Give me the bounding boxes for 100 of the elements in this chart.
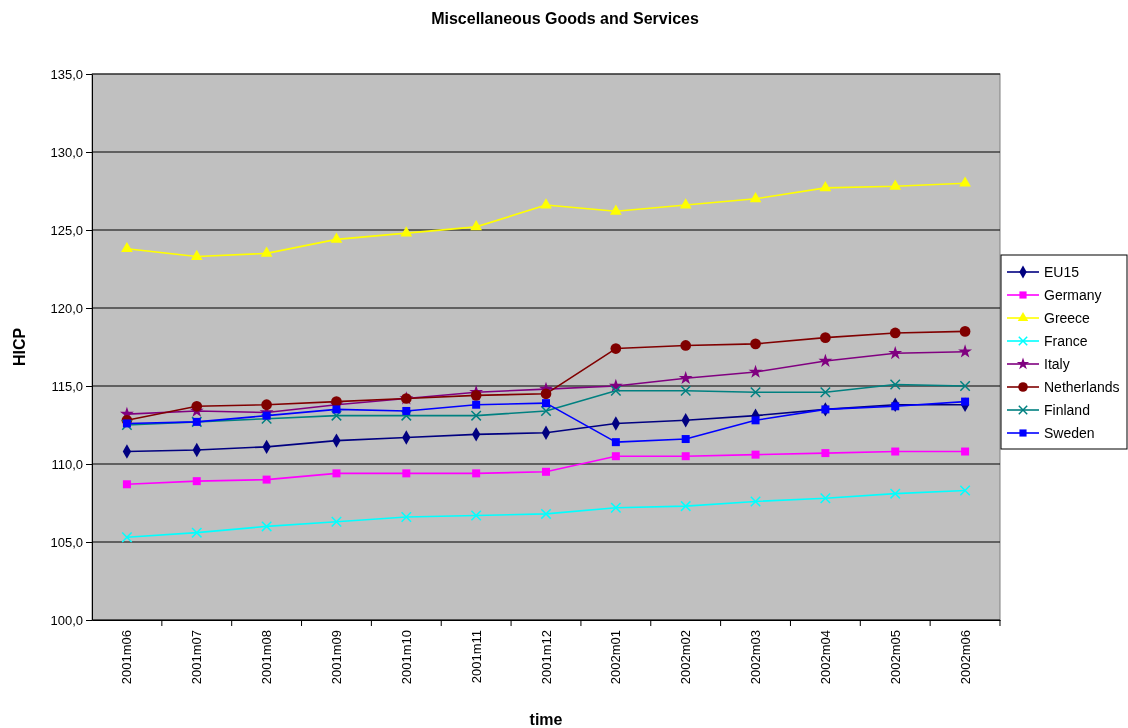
- point: [472, 469, 481, 478]
- y-tick-label: 120,0: [50, 300, 83, 316]
- x-tick-label: 2001m08: [259, 630, 275, 685]
- point: [681, 452, 690, 461]
- y-tick-label: 115,0: [51, 378, 83, 394]
- point: [610, 385, 622, 397]
- point: [611, 452, 620, 461]
- x-tick-label: 2002m01: [608, 630, 624, 685]
- point: [330, 516, 342, 528]
- legend-label: Germany: [1044, 286, 1102, 303]
- point: [750, 338, 761, 350]
- x-axis-title: time: [529, 711, 563, 728]
- y-tick-label: 100,0: [50, 612, 83, 628]
- point: [959, 176, 971, 187]
- point: [819, 386, 831, 398]
- point: [679, 198, 692, 209]
- point: [121, 241, 133, 253]
- x-tick-label: 2002m06: [957, 630, 973, 685]
- point: [680, 500, 692, 512]
- y-tick-label: 125,0: [50, 222, 83, 238]
- point: [748, 364, 763, 378]
- y-tick-label: 135,0: [50, 66, 83, 82]
- point: [819, 181, 832, 192]
- point: [540, 405, 552, 417]
- x-tick-label: 2002m04: [817, 630, 833, 685]
- point: [261, 520, 273, 532]
- point: [889, 179, 902, 190]
- point: [262, 411, 271, 420]
- x-tick-label: 2002m05: [887, 630, 903, 685]
- point: [332, 469, 341, 478]
- point: [470, 510, 482, 521]
- point: [818, 353, 833, 367]
- chart-title: Miscellaneous Goods and Services: [431, 10, 699, 27]
- point: [750, 386, 762, 398]
- point: [751, 450, 760, 459]
- x-tick-label: 2001m07: [189, 630, 205, 685]
- y-tick-label: 130,0: [50, 144, 83, 160]
- x-tick-label: 2001m09: [329, 630, 345, 685]
- point: [819, 492, 831, 504]
- point: [402, 406, 411, 415]
- point: [472, 400, 481, 409]
- x-tick-label: 2002m03: [748, 630, 764, 685]
- point: [470, 410, 482, 422]
- legend-label: Finland: [1044, 401, 1090, 418]
- point: [542, 467, 550, 476]
- point: [749, 192, 762, 203]
- point: [821, 449, 830, 458]
- x-tick-label: 2001m06: [119, 630, 135, 685]
- point: [891, 402, 900, 411]
- point: [610, 502, 622, 514]
- point: [330, 232, 343, 243]
- point: [540, 508, 552, 520]
- point: [958, 344, 973, 358]
- point: [542, 399, 550, 408]
- point: [192, 477, 201, 486]
- x-tick-label: 2002m02: [678, 630, 694, 685]
- x-tick-label: 2001m10: [398, 630, 414, 685]
- legend-label: Sweden: [1044, 424, 1095, 441]
- point: [889, 378, 901, 390]
- point: [751, 416, 760, 425]
- legend-label: France: [1044, 332, 1088, 349]
- point: [332, 405, 341, 414]
- point: [889, 488, 901, 500]
- point: [400, 410, 412, 422]
- point: [330, 410, 342, 422]
- y-tick-label: 105,0: [50, 534, 83, 550]
- point: [680, 385, 692, 397]
- legend-label: Greece: [1044, 309, 1091, 326]
- point: [959, 485, 971, 496]
- legend-label: EU15: [1044, 263, 1080, 280]
- point: [610, 343, 622, 354]
- point: [961, 447, 970, 456]
- point: [678, 370, 693, 385]
- point: [470, 220, 483, 231]
- point: [470, 390, 482, 401]
- x-tick-label: 2001m11: [468, 630, 484, 684]
- x-tick-label: 2001m12: [538, 630, 554, 685]
- point: [889, 327, 901, 339]
- point: [540, 198, 552, 209]
- point: [122, 480, 131, 489]
- point: [681, 435, 690, 444]
- point: [400, 226, 413, 237]
- point: [609, 204, 622, 215]
- point: [611, 438, 620, 447]
- point: [820, 332, 831, 343]
- point: [959, 326, 971, 337]
- point: [891, 447, 900, 456]
- legend-label: Netherlands: [1044, 378, 1120, 395]
- y-axis-title: HICP: [11, 327, 28, 367]
- point: [888, 345, 903, 360]
- point: [750, 495, 762, 507]
- point: [260, 246, 273, 257]
- point: [191, 400, 203, 412]
- legend-label: Italy: [1044, 355, 1070, 372]
- point: [261, 413, 273, 425]
- point: [400, 511, 412, 523]
- point: [261, 399, 272, 411]
- point: [961, 397, 970, 406]
- y-tick-label: 110,0: [51, 456, 83, 472]
- point: [540, 388, 552, 400]
